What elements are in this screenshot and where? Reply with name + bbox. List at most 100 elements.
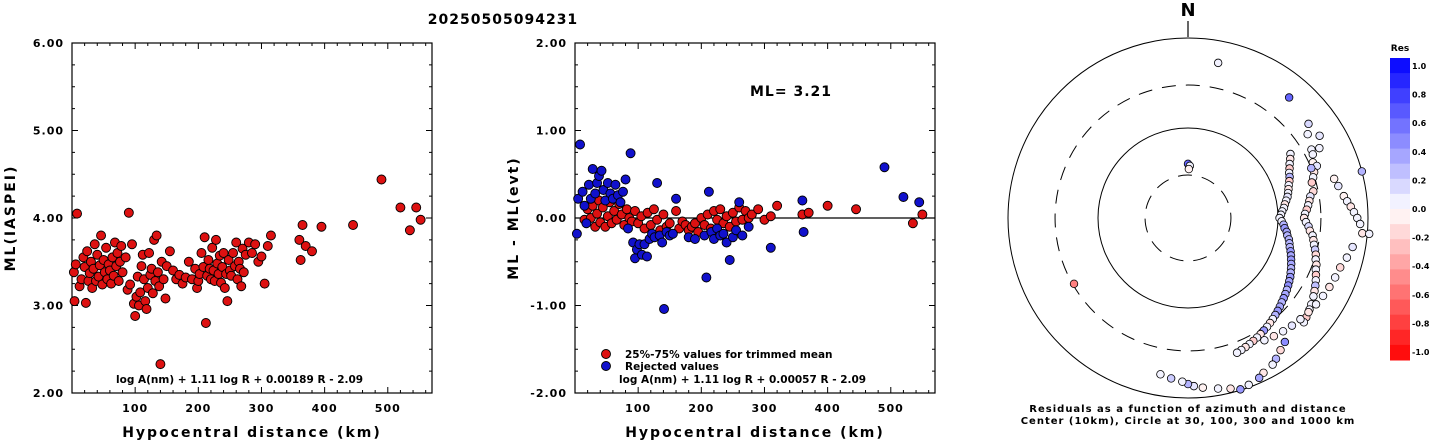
polar-point	[1308, 150, 1318, 159]
data-point	[294, 234, 305, 245]
north-label: N	[1180, 0, 1195, 21]
data-point	[746, 209, 757, 220]
data-point	[152, 267, 163, 278]
colorbar-tick-label: 0.4	[1412, 148, 1427, 157]
data-point	[579, 200, 590, 211]
polar-point	[1284, 93, 1294, 102]
polar-point	[1269, 331, 1279, 341]
data-point	[721, 237, 732, 248]
polar-point	[1232, 348, 1242, 357]
data-point	[765, 242, 776, 253]
panel1-ylabel: ML(IASPEI)	[3, 165, 19, 272]
data-point	[659, 304, 670, 314]
panel2-y-ticks: 2.00 1.00 0.00 -1.00 -2.00	[530, 37, 935, 400]
data-point	[590, 188, 601, 199]
data-point	[101, 242, 112, 253]
data-point	[116, 241, 127, 251]
colorbar-band	[1390, 239, 1410, 255]
data-point	[879, 162, 890, 173]
data-point	[583, 179, 594, 190]
data-point	[376, 174, 387, 185]
polar-ring	[1097, 127, 1279, 309]
colorbar-tick-label: 1.0	[1412, 62, 1427, 71]
data-point	[620, 174, 631, 185]
data-point	[642, 251, 652, 262]
x-tick-label: 400	[815, 402, 841, 415]
data-point	[575, 139, 586, 150]
data-point	[718, 228, 729, 239]
panel2-ml-annotation: ML= 3.21	[750, 84, 832, 100]
polar-point	[1268, 360, 1277, 369]
data-point	[211, 234, 221, 245]
data-point	[120, 252, 131, 263]
data-point	[737, 230, 748, 241]
polar-point	[1330, 273, 1340, 282]
polar-point	[1329, 174, 1339, 184]
data-point	[690, 234, 700, 244]
figure-title: 20250505094231	[428, 12, 578, 28]
x-tick-label: 400	[312, 402, 338, 415]
data-point	[300, 241, 311, 251]
colorbar-band	[1390, 163, 1410, 180]
data-point	[151, 230, 162, 241]
data-point	[297, 220, 308, 230]
colorbar-band	[1390, 329, 1410, 346]
data-point	[259, 278, 270, 289]
data-point	[196, 248, 207, 258]
data-point	[851, 204, 862, 215]
data-point	[404, 225, 415, 236]
polar-ring	[1144, 174, 1232, 262]
legend-label-rejected: Rejected values	[625, 361, 719, 373]
data-point	[154, 281, 165, 292]
polar-caption-line2: Center (10km), Circle at 30, 100, 300 an…	[1021, 416, 1356, 427]
data-point	[914, 197, 925, 208]
colorbar-band	[1390, 148, 1410, 165]
polar-point	[1178, 377, 1187, 386]
colorbar-bands	[1390, 58, 1410, 361]
polar-point	[1304, 307, 1313, 317]
polar-point	[1357, 167, 1367, 176]
y-tick-label: 5.00	[33, 125, 64, 138]
data-point	[223, 255, 234, 265]
data-point	[141, 304, 152, 314]
data-point	[70, 259, 81, 270]
data-point	[89, 239, 100, 250]
colorbar-band	[1390, 254, 1410, 270]
colorbar-band	[1390, 269, 1410, 285]
y-tick-label: 2.00	[536, 37, 567, 50]
polar-points	[1069, 58, 1374, 394]
data-point	[123, 207, 134, 218]
polar-point	[1304, 119, 1313, 129]
data-point	[199, 232, 210, 243]
data-point	[125, 279, 136, 290]
data-point	[667, 228, 678, 239]
data-point	[238, 267, 249, 278]
data-point	[664, 218, 675, 229]
panel1-xlabel: Hypocentral distance (km)	[122, 425, 382, 441]
data-point	[797, 195, 808, 206]
colorbar-tick-label: -1.0	[1412, 348, 1430, 357]
panel-residual-vs-distance: 2.00 1.00 0.00 -1.00 -2.00 100 200 300 400 500 M…	[506, 37, 936, 441]
x-tick-label: 500	[375, 402, 401, 415]
polar-point	[1156, 370, 1165, 379]
data-point	[164, 246, 175, 257]
data-point	[236, 281, 247, 292]
data-point	[158, 274, 169, 285]
colorbar-tick-label: 0.8	[1412, 91, 1427, 100]
data-point	[231, 237, 242, 248]
y-tick-label: 6.00	[33, 37, 64, 50]
polar-point	[1254, 373, 1264, 383]
data-point	[295, 255, 306, 265]
data-point	[753, 204, 764, 215]
data-point	[703, 186, 714, 197]
x-tick-label: 500	[878, 402, 904, 415]
y-tick-label: 4.00	[33, 212, 64, 225]
data-point	[262, 241, 273, 251]
x-tick-label: 100	[122, 402, 148, 415]
y-tick-label: 3.00	[33, 300, 64, 313]
data-point	[610, 179, 621, 190]
colorbar-band	[1390, 193, 1410, 210]
panel1-points	[68, 174, 426, 370]
colorbar-band	[1390, 118, 1410, 134]
panel1-y-ticks: 6.00 5.00 4.00 3.00 2.00	[33, 37, 432, 400]
